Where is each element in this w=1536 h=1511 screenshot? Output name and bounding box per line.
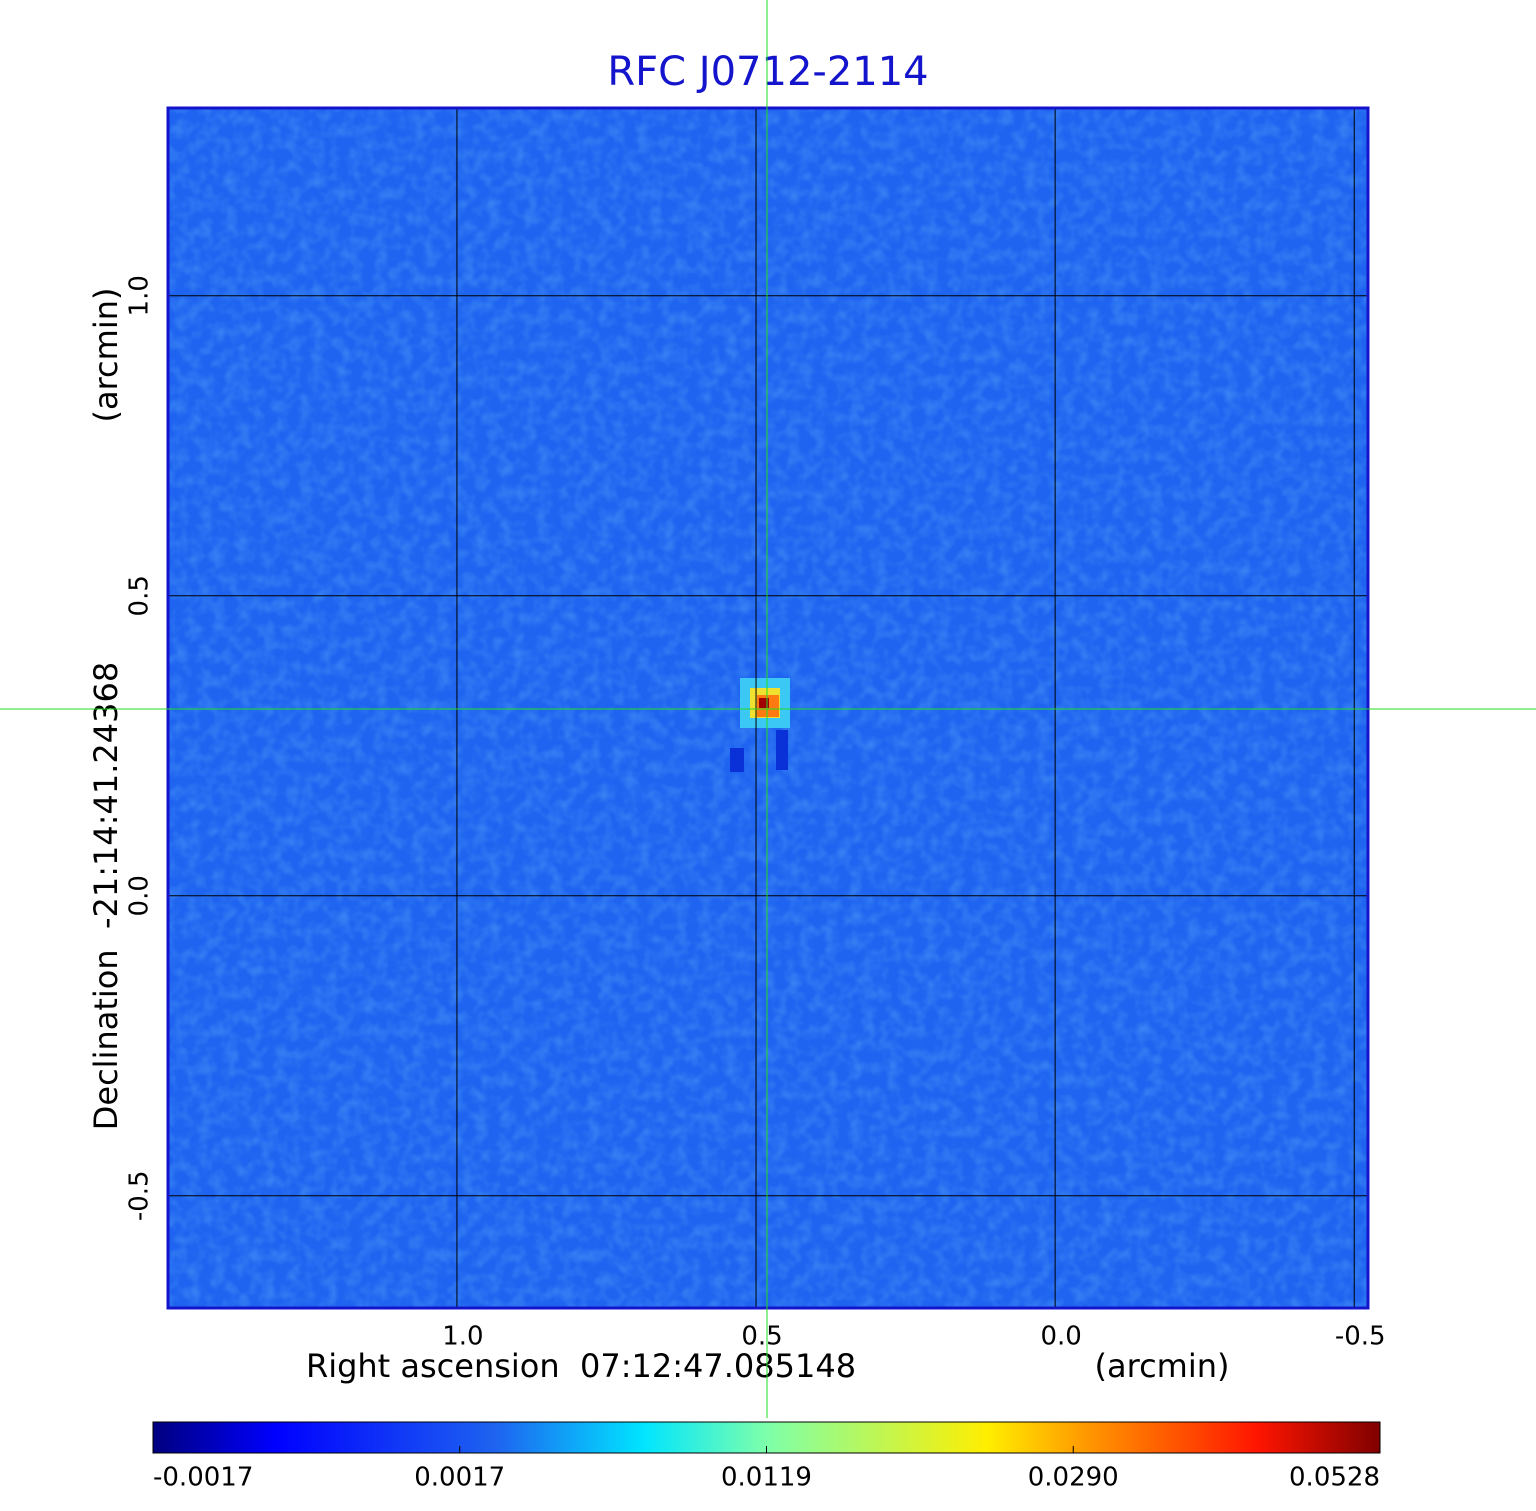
y-axis-label: Declination -21:14:41.24368 (87, 662, 125, 1130)
x-tick-label: 1.0 (442, 1322, 483, 1352)
colorbar-tick-label: 0.0290 (1028, 1463, 1119, 1493)
x-tick-label: 0.0 (1040, 1322, 1081, 1352)
x-axis-unit: (arcmin) (1095, 1347, 1230, 1385)
artifact (730, 748, 744, 772)
y-axis-unit: (arcmin) (87, 288, 125, 423)
plot-border (166, 106, 1370, 1310)
chart-title: RFC J0712-2114 (607, 49, 928, 95)
y-tick-label: -0.5 (125, 1170, 155, 1221)
colorbar-tick-label: 0.0119 (721, 1463, 812, 1493)
grid (168, 108, 1368, 1308)
colorbar-tick-label: 0.0528 (1289, 1463, 1380, 1493)
x-axis-label: Right ascension 07:12:47.085148 (306, 1347, 856, 1385)
x-tick-label: 0.5 (741, 1322, 782, 1352)
source (730, 678, 790, 772)
source-peak (759, 698, 769, 708)
colorbar-tick-label: 0.0017 (414, 1463, 505, 1493)
image-plot (166, 106, 1370, 1310)
y-tick-label: 0.5 (125, 575, 155, 616)
x-tick-label: -0.5 (1335, 1322, 1386, 1352)
artifact (776, 730, 788, 770)
colorbar-tick-label: -0.0017 (153, 1463, 253, 1493)
y-tick-label: 0.0 (125, 875, 155, 916)
y-tick-label: 1.0 (125, 275, 155, 316)
